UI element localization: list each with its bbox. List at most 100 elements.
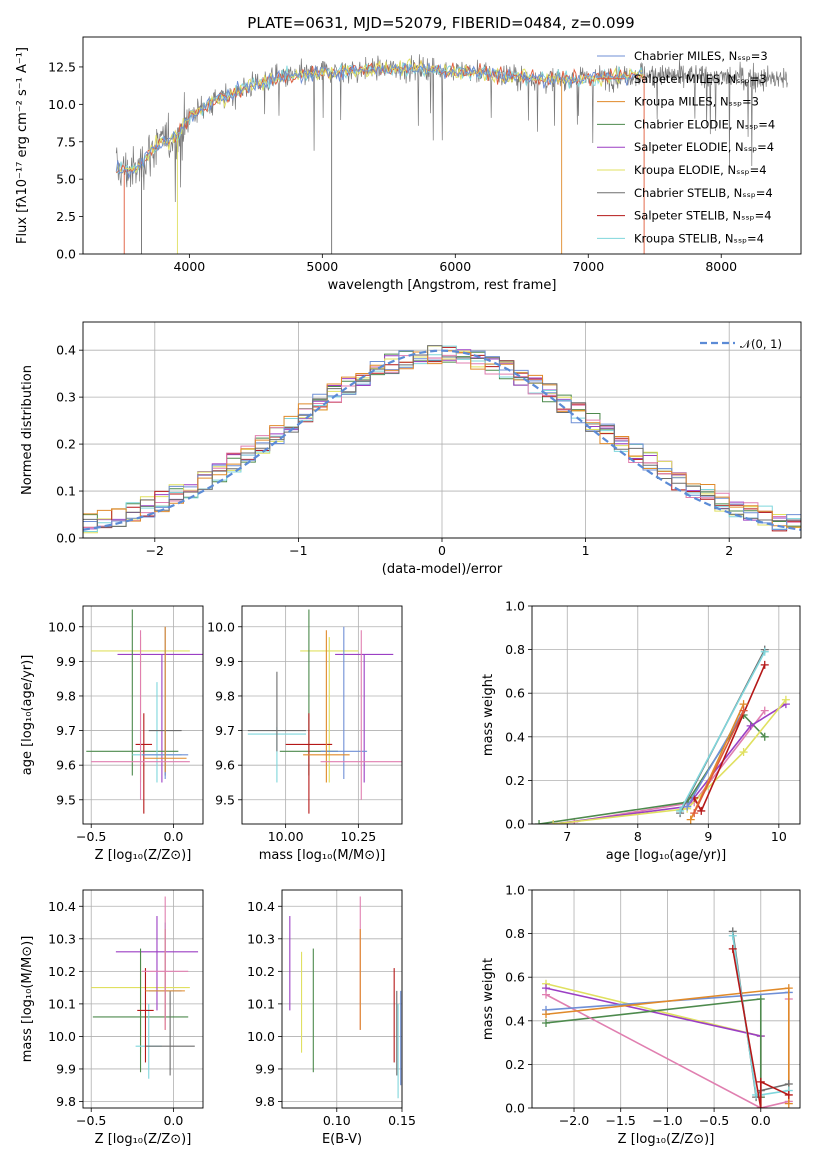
y-tick-label: 0.0	[56, 247, 76, 262]
spectrum-model-line	[115, 60, 644, 174]
x-axis-label: wavelength [Angstrom, rest frame]	[328, 278, 557, 293]
y-tick-label: 10.2	[247, 964, 275, 979]
weight-marker	[760, 706, 769, 715]
x-tick-label: 0.0	[163, 1113, 183, 1128]
y-tick-label: 0.0	[505, 817, 525, 832]
y-axis-label: mass weight	[481, 674, 496, 756]
x-axis-label: Z [log₁₀(Z/Z⊙)]	[95, 848, 192, 863]
plot-area	[83, 345, 801, 538]
x-tick-label: −2.0	[559, 1113, 589, 1128]
y-tick-label: 0.3	[56, 390, 76, 405]
weight-marker	[784, 1090, 793, 1099]
legend: 𝒩(0, 1)	[700, 337, 782, 351]
y-axis-label: Flux [fλ10⁻¹⁷ erg cm⁻² s⁻¹ A⁻¹]	[15, 47, 30, 244]
axes-frame	[82, 36, 802, 255]
y-tick-label: 10.3	[48, 931, 76, 946]
y-tick-label: 9.8	[215, 688, 235, 703]
y-tick-label: 10.1	[48, 996, 76, 1011]
mass-vs-EBV-panel: 0.10 0.15 9.8 9.9 10.0 10.1 10.2 10.3 10.4 E(B-V)	[247, 889, 416, 1147]
weight-marker	[549, 820, 558, 824]
weight-marker	[739, 748, 748, 757]
legend-entry: Chabrier ELODIE, Nₛₛₚ=4	[634, 117, 775, 131]
y-tick-label: 9.9	[255, 1061, 275, 1076]
age-vs-Z-panel: −0.5 0.0 9.5 9.6 9.7 9.8 9.9 10.0 Z [log₁₀(Z/Z⊙)…	[20, 605, 204, 863]
plot-area	[542, 927, 793, 1108]
axes-frame	[241, 605, 403, 825]
y-tick-label: 0.2	[56, 437, 76, 452]
y-tick-label: 10.0	[207, 619, 235, 634]
legend-entry: Kroupa ELODIE, Nₛₛₚ=4	[634, 163, 767, 177]
y-tick-label: 9.8	[255, 1094, 275, 1109]
x-axis-label: mass [log₁₀(M/M⊙)]	[259, 848, 386, 863]
x-tick-label: 5000	[306, 259, 338, 274]
axes-frame	[82, 889, 204, 1109]
plot-area	[535, 645, 790, 824]
axes-frame	[281, 889, 403, 1109]
legend-entry: Kroupa MILES, Nₛₛₚ=3	[634, 95, 759, 109]
legend-entry: Chabrier MILES, Nₛₛₚ=3	[634, 49, 768, 63]
spectrum-panel: 4000 5000 6000 7000 8000 0.0 2.5 5.0 7.5 10.0 12.5…	[15, 36, 802, 293]
y-tick-label: 9.9	[215, 654, 235, 669]
weight-line	[545, 998, 762, 1098]
weight-marker	[542, 1010, 551, 1019]
y-tick-label: 9.8	[56, 688, 76, 703]
x-tick-label: 0.10	[323, 1113, 351, 1128]
y-tick-label: 1.0	[505, 883, 525, 898]
y-tick-label: 9.6	[215, 758, 235, 773]
y-tick-label: 9.8	[56, 1094, 76, 1109]
x-tick-label: −1.5	[606, 1113, 636, 1128]
normal-curve	[83, 349, 801, 531]
plot-area	[247, 609, 402, 814]
weight-marker	[746, 721, 755, 730]
x-tick-label: 0.0	[751, 1113, 771, 1128]
weight-marker	[739, 706, 748, 715]
y-tick-label: 0.4	[505, 729, 525, 744]
x-tick-label: 7000	[572, 259, 604, 274]
y-tick-label: 0.1	[56, 484, 76, 499]
x-axis-label: E(B-V)	[322, 1132, 362, 1147]
x-tick-label: 10.25	[340, 829, 376, 844]
y-tick-label: 0.4	[56, 343, 76, 358]
weight-marker	[756, 995, 765, 1003]
legend-entry: 𝒩(0, 1)	[740, 337, 782, 351]
grid-lines	[83, 890, 203, 1108]
grid-lines	[532, 605, 800, 825]
spectrum-model-line	[115, 62, 644, 180]
y-tick-label: 0.6	[505, 970, 525, 985]
x-tick-label: −0.5	[76, 1113, 106, 1128]
x-tick-label: 7	[563, 829, 571, 844]
weight-marker	[756, 1104, 765, 1108]
age-vs-mass-panel: 10.00 10.25 9.5 9.6 9.7 9.8 9.9 10.0 mass [log₁₀…	[207, 605, 403, 863]
weight-line	[731, 948, 790, 1108]
weight-marker	[728, 944, 737, 953]
weight-marker	[542, 990, 551, 999]
y-tick-label: 0.8	[505, 642, 525, 657]
x-tick-label: 2	[725, 543, 733, 558]
x-tick-label: 6000	[439, 259, 471, 274]
plot-area	[91, 896, 199, 1079]
x-tick-label: 4000	[173, 259, 205, 274]
spectrum-model-line	[115, 62, 644, 174]
weight-marker	[690, 809, 699, 818]
y-tick-label: 2.5	[56, 209, 76, 224]
x-axis-label: Z [log₁₀(Z/Z⊙)]	[95, 1132, 192, 1147]
y-tick-label: 0.2	[505, 1057, 525, 1072]
x-tick-label: 10.00	[268, 829, 304, 844]
y-tick-label: 7.5	[56, 134, 76, 149]
y-tick-label: 10.3	[247, 931, 275, 946]
weight-line	[679, 651, 766, 812]
x-tick-label: −2	[146, 543, 164, 558]
y-tick-label: 9.9	[56, 654, 76, 669]
weight-line	[553, 703, 787, 824]
axes-frame	[82, 321, 802, 539]
weight-marker	[676, 806, 685, 815]
y-tick-label: 10.0	[48, 619, 76, 634]
y-axis-label: Normed distribution	[20, 365, 35, 495]
y-tick-label: 0.4	[505, 1013, 525, 1028]
x-axis-label: Z [log₁₀(Z/Z⊙)]	[618, 1132, 715, 1147]
grid-lines	[282, 890, 403, 1108]
axes-frame	[531, 605, 801, 825]
y-axis-label: mass [log₁₀(M/M⊙)]	[20, 936, 35, 1063]
y-tick-label: 10.4	[247, 899, 275, 914]
